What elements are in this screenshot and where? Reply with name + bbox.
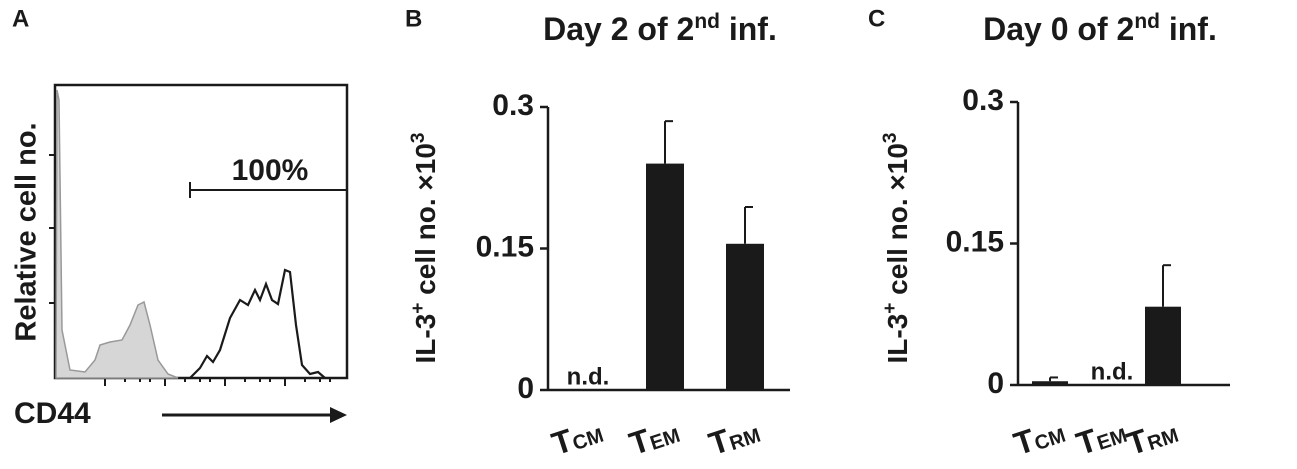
histogram-panel: A 100% CD44 Relative cell no. bbox=[11, 5, 349, 430]
y-tick-label: 0.3 bbox=[962, 84, 1004, 117]
axis-ticks bbox=[49, 154, 331, 386]
plot-frame bbox=[53, 83, 349, 380]
sample-histogram bbox=[189, 268, 326, 379]
y-tick-label: 0.3 bbox=[492, 89, 534, 122]
panel-label: B bbox=[405, 5, 422, 32]
gate-label: 100% bbox=[232, 154, 309, 187]
chart-title: Day 0 of 2nd inf. bbox=[983, 10, 1217, 47]
value-label: n.d. bbox=[567, 363, 610, 390]
category-subscript: EM bbox=[648, 425, 683, 455]
text-part: cell no. ×10 bbox=[410, 143, 441, 303]
superscript: nd bbox=[694, 10, 720, 33]
category-subscript: RM bbox=[1145, 425, 1181, 456]
category-subscript: CM bbox=[1032, 425, 1068, 456]
bar bbox=[726, 243, 764, 390]
y-tick-label: 0.15 bbox=[946, 225, 1004, 258]
x-tick-label: TCM bbox=[1010, 413, 1069, 463]
control-histogram bbox=[55, 89, 179, 379]
x-tick-label: TEM bbox=[625, 413, 683, 463]
text-part: Day 2 of 2 bbox=[543, 11, 694, 47]
bar bbox=[1032, 381, 1068, 385]
superscript: + bbox=[408, 303, 429, 314]
arrow-head bbox=[330, 407, 347, 423]
y-tick-label: 0.15 bbox=[476, 230, 534, 263]
y-axis-label: IL-3+ cell no. ×103 bbox=[880, 133, 913, 364]
x-tick-label: TRM bbox=[705, 413, 764, 463]
x-axis-label: CD44 bbox=[14, 397, 91, 430]
panel-label: A bbox=[12, 5, 29, 32]
x-tick-label: TRM bbox=[1123, 413, 1182, 463]
value-label: n.d. bbox=[1091, 358, 1134, 385]
y-tick-label: 0 bbox=[987, 367, 1004, 400]
y-axis-label: IL-3+ cell no. ×103 bbox=[408, 133, 441, 364]
y-tick-label: 0 bbox=[517, 372, 534, 405]
y-axis-label: Relative cell no. bbox=[11, 122, 43, 341]
text-part: Day 0 of 2 bbox=[983, 11, 1134, 47]
text-part: inf. bbox=[1160, 11, 1217, 47]
text-part: cell no. ×10 bbox=[882, 143, 913, 303]
chart-title: Day 2 of 2nd inf. bbox=[543, 10, 777, 47]
superscript: 3 bbox=[408, 133, 429, 144]
bar bbox=[1145, 306, 1181, 385]
text-part: IL-3 bbox=[882, 314, 913, 364]
bar bbox=[646, 163, 684, 390]
superscript: nd bbox=[1134, 10, 1160, 33]
x-tick-label: TCM bbox=[548, 413, 607, 463]
superscript: 3 bbox=[880, 133, 901, 144]
x-tick-label: TEM bbox=[1072, 413, 1130, 463]
text-part: IL-3 bbox=[410, 314, 441, 364]
superscript: + bbox=[880, 303, 901, 314]
text-part: inf. bbox=[720, 11, 777, 47]
category-subscript: RM bbox=[727, 425, 763, 456]
category-subscript: CM bbox=[570, 425, 606, 456]
panel-label: C bbox=[868, 5, 885, 32]
